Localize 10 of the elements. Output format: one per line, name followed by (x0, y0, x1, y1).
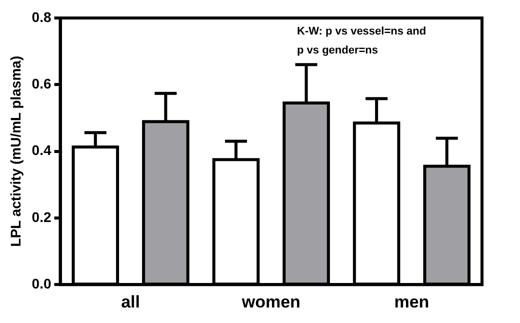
x-tick-label: men (394, 292, 430, 312)
x-tick-label: all (121, 292, 140, 312)
annotation: K-W: p vs vessel=ns and p vs gender=ns (297, 26, 426, 57)
y-axis-title: LPL activity (mU/mL plasma) (7, 56, 24, 247)
y-tick-label: 0.0 (32, 275, 52, 292)
y-tick-label: 0.4 (32, 142, 52, 158)
y-tick-label: 0.2 (32, 208, 52, 225)
y-tick-label: 0.8 (32, 8, 52, 25)
x-tick-label: women (240, 292, 300, 312)
y-tick-label: 0.6 (32, 76, 52, 92)
